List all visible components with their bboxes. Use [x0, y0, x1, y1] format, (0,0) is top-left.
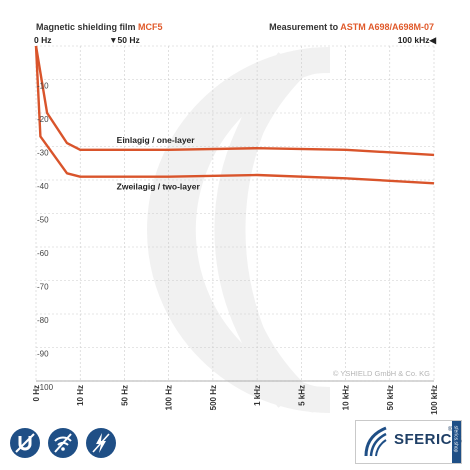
x-tick-label: 5 kHz	[297, 385, 306, 406]
chart-grid	[35, 45, 435, 382]
measurement-label: Measurement to	[269, 22, 339, 32]
watermark-arc	[169, 47, 320, 413]
x-tick-label: 50 Hz	[120, 385, 129, 406]
lightning-shield-icon	[86, 428, 116, 458]
series-label: Zweilagig / two-layer	[117, 182, 201, 192]
y-tick-label: -20	[37, 115, 49, 124]
sferics-arcs-icon	[364, 426, 387, 457]
registered-mark: ®	[448, 427, 453, 433]
x-tick-label: 0 Hz	[32, 385, 41, 401]
y-tick-label: -50	[37, 216, 49, 225]
copyright-text: © YSHIELD GmbH & Co. KG	[333, 369, 430, 378]
x-tick-label: 50 kHz	[386, 385, 395, 410]
watermark-background	[147, 47, 331, 413]
x-tick-label: 100 kHz	[430, 385, 439, 415]
brand-tab-text: sferics.shop	[452, 425, 459, 453]
chart-series	[34, 45, 435, 185]
series-line	[34, 45, 435, 157]
header-right: Measurement to ASTM A698/A698M-07	[269, 22, 434, 32]
x-tick-label: 10 kHz	[342, 385, 351, 410]
y-tick-label: -70	[37, 283, 49, 292]
watermark-arc	[219, 52, 300, 408]
brand-name: SFERICS	[394, 431, 463, 448]
y-tick-label: -90	[37, 350, 49, 359]
frequency-marker: ▼50 Hz	[109, 35, 140, 45]
x-tick-label: 10 Hz	[76, 385, 85, 406]
y-tick-label: -30	[37, 149, 49, 158]
film-model: MCF5	[138, 22, 163, 32]
series-label: Einlagig / one-layer	[117, 135, 196, 145]
header-left: Magnetic shielding film MCF5	[36, 22, 163, 32]
x-tick-label: 1 kHz	[253, 385, 262, 406]
film-name: Magnetic shielding film	[36, 22, 136, 32]
y-tick-label: -80	[37, 316, 49, 325]
frequency-marker: 0 Hz	[34, 35, 51, 45]
sferics-logo: SFERICS ® sferics.shop	[355, 420, 462, 464]
brand-tab: sferics.shop	[452, 421, 461, 463]
y-tick-label: -60	[37, 249, 49, 258]
x-tick-label: 500 Hz	[209, 385, 218, 410]
y-tick-label: -10	[37, 82, 49, 91]
y-tick-label: -100	[37, 383, 54, 392]
series-line	[34, 45, 435, 185]
magnet-shield-icon	[10, 428, 40, 458]
x-tick-label: 100 Hz	[165, 385, 174, 410]
y-tick-label: -40	[37, 182, 49, 191]
frequency-marker: 100 kHz◀	[398, 35, 438, 45]
measurement-standard: ASTM A698/A698M-07	[340, 22, 434, 32]
no-wifi-icon	[48, 428, 78, 458]
